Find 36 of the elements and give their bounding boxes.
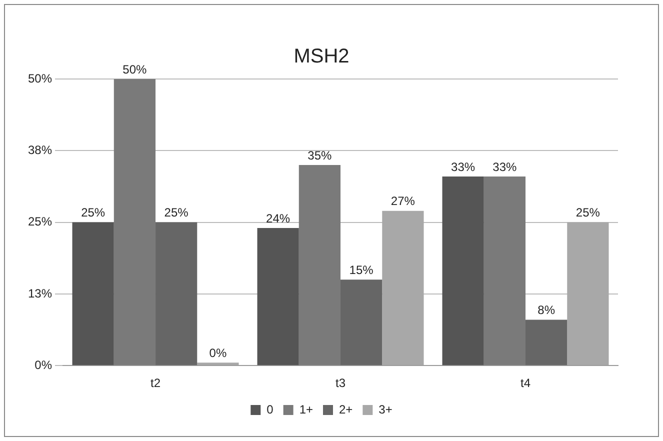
data-label: 33% bbox=[451, 160, 476, 174]
x-tick-label: t4 bbox=[520, 376, 531, 390]
data-label: 25% bbox=[81, 206, 106, 220]
legend-label: 0 bbox=[266, 402, 274, 416]
legend-label: 3+ bbox=[378, 402, 392, 416]
bar bbox=[442, 176, 484, 366]
bar bbox=[567, 222, 609, 366]
y-tick-label: 0% bbox=[34, 358, 52, 372]
data-label: 0% bbox=[209, 346, 227, 360]
bar bbox=[382, 210, 424, 366]
x-tick-label: t3 bbox=[336, 376, 346, 390]
bar bbox=[340, 280, 382, 366]
data-label: 15% bbox=[349, 262, 374, 277]
data-label: 25% bbox=[576, 206, 600, 220]
bar bbox=[257, 228, 299, 366]
data-label: 27% bbox=[390, 194, 416, 208]
legend-label: 2+ bbox=[338, 402, 353, 416]
y-tick-label: 38% bbox=[28, 142, 52, 157]
bar bbox=[114, 79, 156, 366]
data-label: 33% bbox=[492, 160, 518, 174]
bar bbox=[298, 164, 341, 366]
data-label: 50% bbox=[122, 62, 148, 76]
chart-title: MSH2 bbox=[294, 46, 350, 68]
bar bbox=[72, 222, 114, 366]
data-label: 25% bbox=[164, 206, 189, 220]
bar bbox=[156, 222, 198, 366]
bar bbox=[526, 320, 568, 366]
y-tick-label: 25% bbox=[28, 214, 52, 229]
y-tick-label: 50% bbox=[28, 71, 52, 86]
y-tick-label: 13% bbox=[28, 286, 52, 300]
data-label: 35% bbox=[308, 148, 332, 162]
bar bbox=[484, 176, 526, 366]
data-label: 8% bbox=[538, 303, 556, 318]
legend-label: 1+ bbox=[299, 402, 313, 416]
x-tick-label: t2 bbox=[150, 376, 161, 390]
data-label: 24% bbox=[266, 211, 290, 226]
